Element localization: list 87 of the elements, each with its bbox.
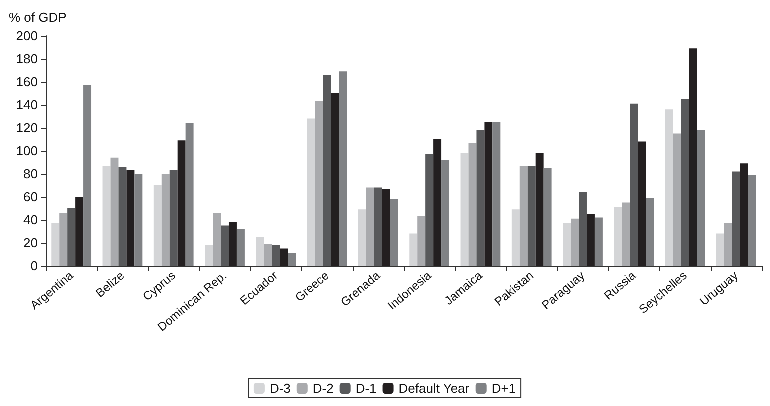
bar [213, 213, 222, 266]
bar [374, 188, 382, 266]
bar [60, 213, 68, 266]
y-tick-label: 40 [24, 212, 38, 228]
bar [571, 218, 580, 266]
bar [358, 210, 366, 266]
bar [646, 198, 654, 266]
bar [186, 123, 194, 266]
bar [594, 218, 603, 266]
bar [689, 48, 698, 266]
bar [681, 99, 690, 266]
y-tick-label: 0 [30, 258, 38, 274]
bar [673, 134, 682, 266]
y-tick-label: 20 [24, 236, 38, 250]
bar [614, 207, 622, 266]
bar [126, 170, 135, 266]
legend-label: D-3 [270, 381, 291, 396]
bar [434, 140, 442, 266]
bar [272, 245, 280, 266]
y-tick-label: 100 [16, 144, 38, 158]
bar [382, 188, 390, 266]
legend-label: D+1 [492, 381, 516, 396]
bar [154, 186, 162, 266]
bar [520, 166, 528, 266]
bar [256, 237, 264, 266]
bar [732, 172, 740, 266]
bar [84, 85, 92, 266]
legend-label: D-2 [312, 381, 334, 396]
bar [323, 75, 332, 266]
bar [563, 223, 572, 266]
bar [418, 216, 426, 266]
legend-label: Default Year [398, 381, 470, 396]
bar [178, 140, 186, 266]
bar [410, 234, 418, 266]
y-tick-label: 200 [16, 28, 38, 44]
bar [579, 192, 587, 266]
y-tick-label: 180 [16, 52, 38, 66]
bar [622, 202, 630, 266]
bar [264, 244, 272, 266]
bar [331, 94, 340, 266]
bar [288, 253, 296, 266]
bar [630, 104, 638, 266]
bar [484, 122, 493, 266]
bar [134, 174, 143, 266]
bar [205, 245, 214, 266]
bar [460, 153, 469, 266]
bar [339, 72, 348, 266]
bar [170, 170, 178, 266]
bar [68, 208, 76, 266]
bar [366, 188, 374, 266]
bar [110, 158, 119, 266]
bar [528, 166, 536, 266]
bar [586, 214, 595, 266]
bar [512, 210, 520, 266]
bar [221, 226, 229, 266]
bar [638, 142, 646, 266]
y-tick-label: 140 [16, 98, 38, 112]
bar [697, 130, 706, 266]
bar [76, 197, 84, 266]
bar [102, 166, 111, 266]
bar [492, 122, 501, 266]
bar [740, 164, 748, 266]
bar [724, 223, 732, 266]
bar [442, 160, 450, 266]
y-tick-label: 60 [24, 190, 38, 204]
bar [536, 153, 544, 266]
legend-label: D-1 [356, 381, 377, 396]
y-tick-label: 80 [24, 166, 38, 182]
bar [476, 130, 485, 266]
bar [716, 234, 724, 266]
y-tick-label: 120 [16, 120, 38, 136]
bar [307, 118, 316, 266]
bar [748, 175, 756, 266]
bar [236, 229, 245, 266]
bar [390, 199, 398, 266]
bar [426, 154, 434, 266]
bar [315, 102, 324, 266]
bar [468, 142, 477, 266]
bar [280, 248, 288, 266]
bar [118, 167, 127, 266]
bar [665, 110, 674, 266]
y-tick-label: 160 [16, 74, 38, 90]
bar [228, 222, 237, 266]
bar [544, 168, 552, 266]
y-axis-title: % of GDP [9, 10, 67, 25]
bar [52, 223, 60, 266]
bar [162, 174, 170, 266]
